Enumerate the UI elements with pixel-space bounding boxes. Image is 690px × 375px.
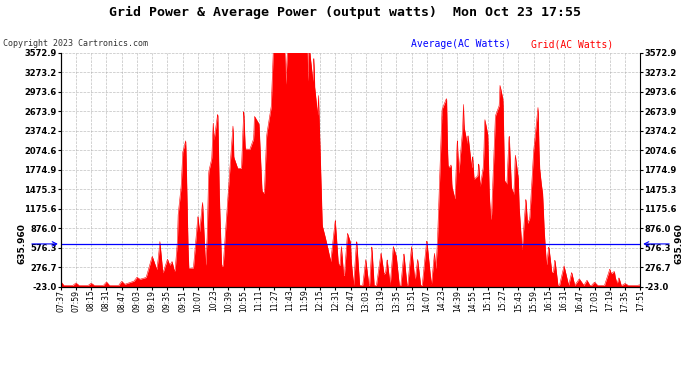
- Text: Average(AC Watts): Average(AC Watts): [411, 39, 511, 50]
- Text: 635.960: 635.960: [644, 224, 684, 264]
- Text: Copyright 2023 Cartronics.com: Copyright 2023 Cartronics.com: [3, 39, 148, 48]
- Text: Grid(AC Watts): Grid(AC Watts): [531, 39, 613, 50]
- Text: 635.960: 635.960: [17, 224, 57, 264]
- Text: Grid Power & Average Power (output watts)  Mon Oct 23 17:55: Grid Power & Average Power (output watts…: [109, 6, 581, 19]
